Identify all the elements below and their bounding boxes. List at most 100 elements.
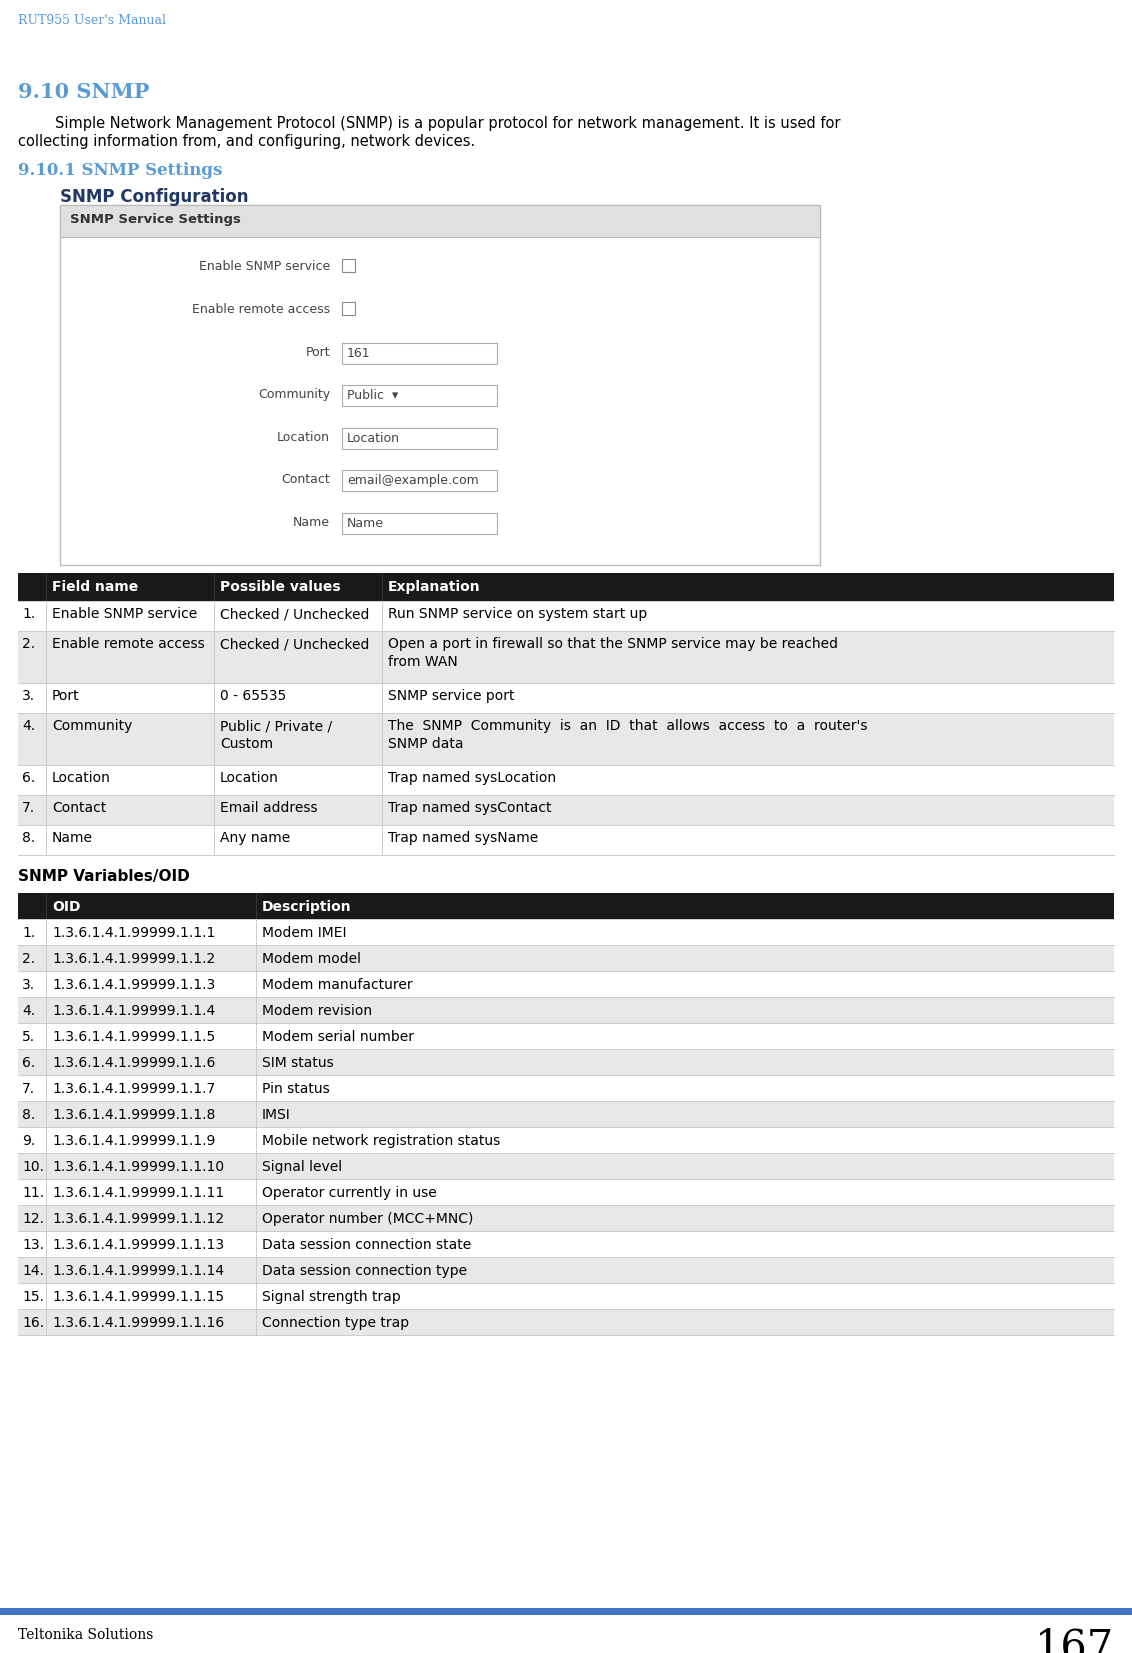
Text: 1.3.6.1.4.1.99999.1.1.6: 1.3.6.1.4.1.99999.1.1.6	[52, 1056, 215, 1069]
Bar	[18, 631, 1114, 683]
Bar	[18, 683, 1114, 712]
Text: Checked / Unchecked: Checked / Unchecked	[220, 636, 369, 651]
Text: Name: Name	[52, 831, 93, 845]
Text: 9.10.1 SNMP Settings: 9.10.1 SNMP Settings	[18, 162, 222, 179]
Bar	[18, 1205, 1114, 1231]
Text: email@example.com: email@example.com	[348, 474, 479, 488]
Text: 0 - 65535: 0 - 65535	[220, 689, 286, 703]
Text: Modem manufacturer: Modem manufacturer	[261, 979, 413, 992]
Bar	[342, 428, 497, 450]
Text: 1.3.6.1.4.1.99999.1.1.14: 1.3.6.1.4.1.99999.1.1.14	[52, 1265, 224, 1278]
Text: Run SNMP service on system start up: Run SNMP service on system start up	[388, 607, 648, 622]
Text: 1.3.6.1.4.1.99999.1.1.5: 1.3.6.1.4.1.99999.1.1.5	[52, 1030, 215, 1045]
Text: 6.: 6.	[22, 1056, 35, 1069]
Text: SNMP Variables/OID: SNMP Variables/OID	[18, 869, 190, 884]
Text: Data session connection state: Data session connection state	[261, 1238, 471, 1251]
Text: 5.: 5.	[22, 1030, 35, 1045]
Bar	[18, 893, 1114, 919]
Text: Location: Location	[348, 431, 400, 445]
Text: Simple Network Management Protocol (SNMP) is a popular protocol for network mana: Simple Network Management Protocol (SNMP…	[18, 116, 840, 131]
Bar	[18, 919, 1114, 946]
Text: 7.: 7.	[22, 1083, 35, 1096]
Text: Enable SNMP service: Enable SNMP service	[52, 607, 197, 622]
Text: from WAN: from WAN	[388, 655, 457, 669]
Text: Signal strength trap: Signal strength trap	[261, 1289, 401, 1304]
Text: Location: Location	[277, 431, 331, 445]
Text: 1.3.6.1.4.1.99999.1.1.4: 1.3.6.1.4.1.99999.1.1.4	[52, 1003, 215, 1018]
Text: Name: Name	[348, 517, 384, 531]
Text: Mobile network registration status: Mobile network registration status	[261, 1134, 500, 1147]
Text: Community: Community	[52, 719, 132, 732]
Text: Public / Private /: Public / Private /	[220, 719, 332, 732]
Text: 1.3.6.1.4.1.99999.1.1.12: 1.3.6.1.4.1.99999.1.1.12	[52, 1212, 224, 1227]
Text: Enable remote access: Enable remote access	[52, 636, 205, 651]
Bar	[342, 512, 497, 534]
Text: Field name: Field name	[52, 580, 138, 593]
Bar	[18, 970, 1114, 997]
Text: 1.3.6.1.4.1.99999.1.1.11: 1.3.6.1.4.1.99999.1.1.11	[52, 1185, 224, 1200]
Text: Teltonika Solutions: Teltonika Solutions	[18, 1628, 153, 1641]
Text: 3.: 3.	[22, 689, 35, 703]
Text: 13.: 13.	[22, 1238, 44, 1251]
Bar	[18, 1309, 1114, 1336]
Bar	[18, 765, 1114, 795]
Text: 15.: 15.	[22, 1289, 44, 1304]
Text: The  SNMP  Community  is  an  ID  that  allows  access  to  a  router's: The SNMP Community is an ID that allows …	[388, 719, 867, 732]
Text: Custom: Custom	[220, 737, 273, 750]
Text: SNMP Service Settings: SNMP Service Settings	[70, 213, 241, 226]
Text: Description: Description	[261, 899, 352, 914]
Text: Pin status: Pin status	[261, 1083, 329, 1096]
Bar	[18, 997, 1114, 1023]
Text: Checked / Unchecked: Checked / Unchecked	[220, 607, 369, 622]
Text: 7.: 7.	[22, 802, 35, 815]
Text: Possible values: Possible values	[220, 580, 341, 593]
Text: 1.3.6.1.4.1.99999.1.1.9: 1.3.6.1.4.1.99999.1.1.9	[52, 1134, 215, 1147]
Bar	[18, 574, 1114, 602]
Text: Operator currently in use: Operator currently in use	[261, 1185, 437, 1200]
Text: Trap named sysContact: Trap named sysContact	[388, 802, 551, 815]
Bar	[0, 1608, 1132, 1615]
Text: 9.10 SNMP: 9.10 SNMP	[18, 83, 149, 102]
Bar	[18, 602, 1114, 631]
Bar	[18, 1023, 1114, 1050]
Text: 1.3.6.1.4.1.99999.1.1.15: 1.3.6.1.4.1.99999.1.1.15	[52, 1289, 224, 1304]
Text: 9.: 9.	[22, 1134, 35, 1147]
Text: SNMP Configuration: SNMP Configuration	[60, 188, 249, 207]
Text: Explanation: Explanation	[388, 580, 481, 593]
Bar	[18, 1179, 1114, 1205]
Text: Contact: Contact	[281, 473, 331, 486]
Text: Open a port in firewall so that the SNMP service may be reached: Open a port in firewall so that the SNMP…	[388, 636, 838, 651]
Bar	[342, 344, 497, 364]
Text: 1.3.6.1.4.1.99999.1.1.13: 1.3.6.1.4.1.99999.1.1.13	[52, 1238, 224, 1251]
Text: Trap named sysName: Trap named sysName	[388, 831, 538, 845]
Text: 8.: 8.	[22, 1108, 35, 1122]
Text: Name: Name	[293, 516, 331, 529]
Text: RUT955 User's Manual: RUT955 User's Manual	[18, 13, 166, 26]
Text: Connection type trap: Connection type trap	[261, 1316, 409, 1331]
Text: SNMP service port: SNMP service port	[388, 689, 515, 703]
Text: 4.: 4.	[22, 719, 35, 732]
Bar	[18, 1101, 1114, 1127]
Bar	[342, 385, 497, 407]
Bar	[18, 1283, 1114, 1309]
Text: IMSI: IMSI	[261, 1108, 291, 1122]
Bar	[60, 205, 820, 565]
Text: 3.: 3.	[22, 979, 35, 992]
Bar	[18, 825, 1114, 855]
Text: 14.: 14.	[22, 1265, 44, 1278]
Text: Enable SNMP service: Enable SNMP service	[199, 260, 331, 273]
Text: 2.: 2.	[22, 952, 35, 965]
Text: 1.3.6.1.4.1.99999.1.1.8: 1.3.6.1.4.1.99999.1.1.8	[52, 1108, 215, 1122]
Text: 1.3.6.1.4.1.99999.1.1.3: 1.3.6.1.4.1.99999.1.1.3	[52, 979, 215, 992]
Text: 1.3.6.1.4.1.99999.1.1.7: 1.3.6.1.4.1.99999.1.1.7	[52, 1083, 215, 1096]
Text: Operator number (MCC+MNC): Operator number (MCC+MNC)	[261, 1212, 473, 1227]
Text: Public  ▾: Public ▾	[348, 388, 398, 402]
Text: 1.: 1.	[22, 607, 35, 622]
Bar	[18, 1154, 1114, 1179]
Text: OID: OID	[52, 899, 80, 914]
Bar	[18, 712, 1114, 765]
Text: 12.: 12.	[22, 1212, 44, 1227]
Text: 1.3.6.1.4.1.99999.1.1.10: 1.3.6.1.4.1.99999.1.1.10	[52, 1160, 224, 1174]
Bar	[342, 302, 355, 316]
Text: Modem serial number: Modem serial number	[261, 1030, 414, 1045]
